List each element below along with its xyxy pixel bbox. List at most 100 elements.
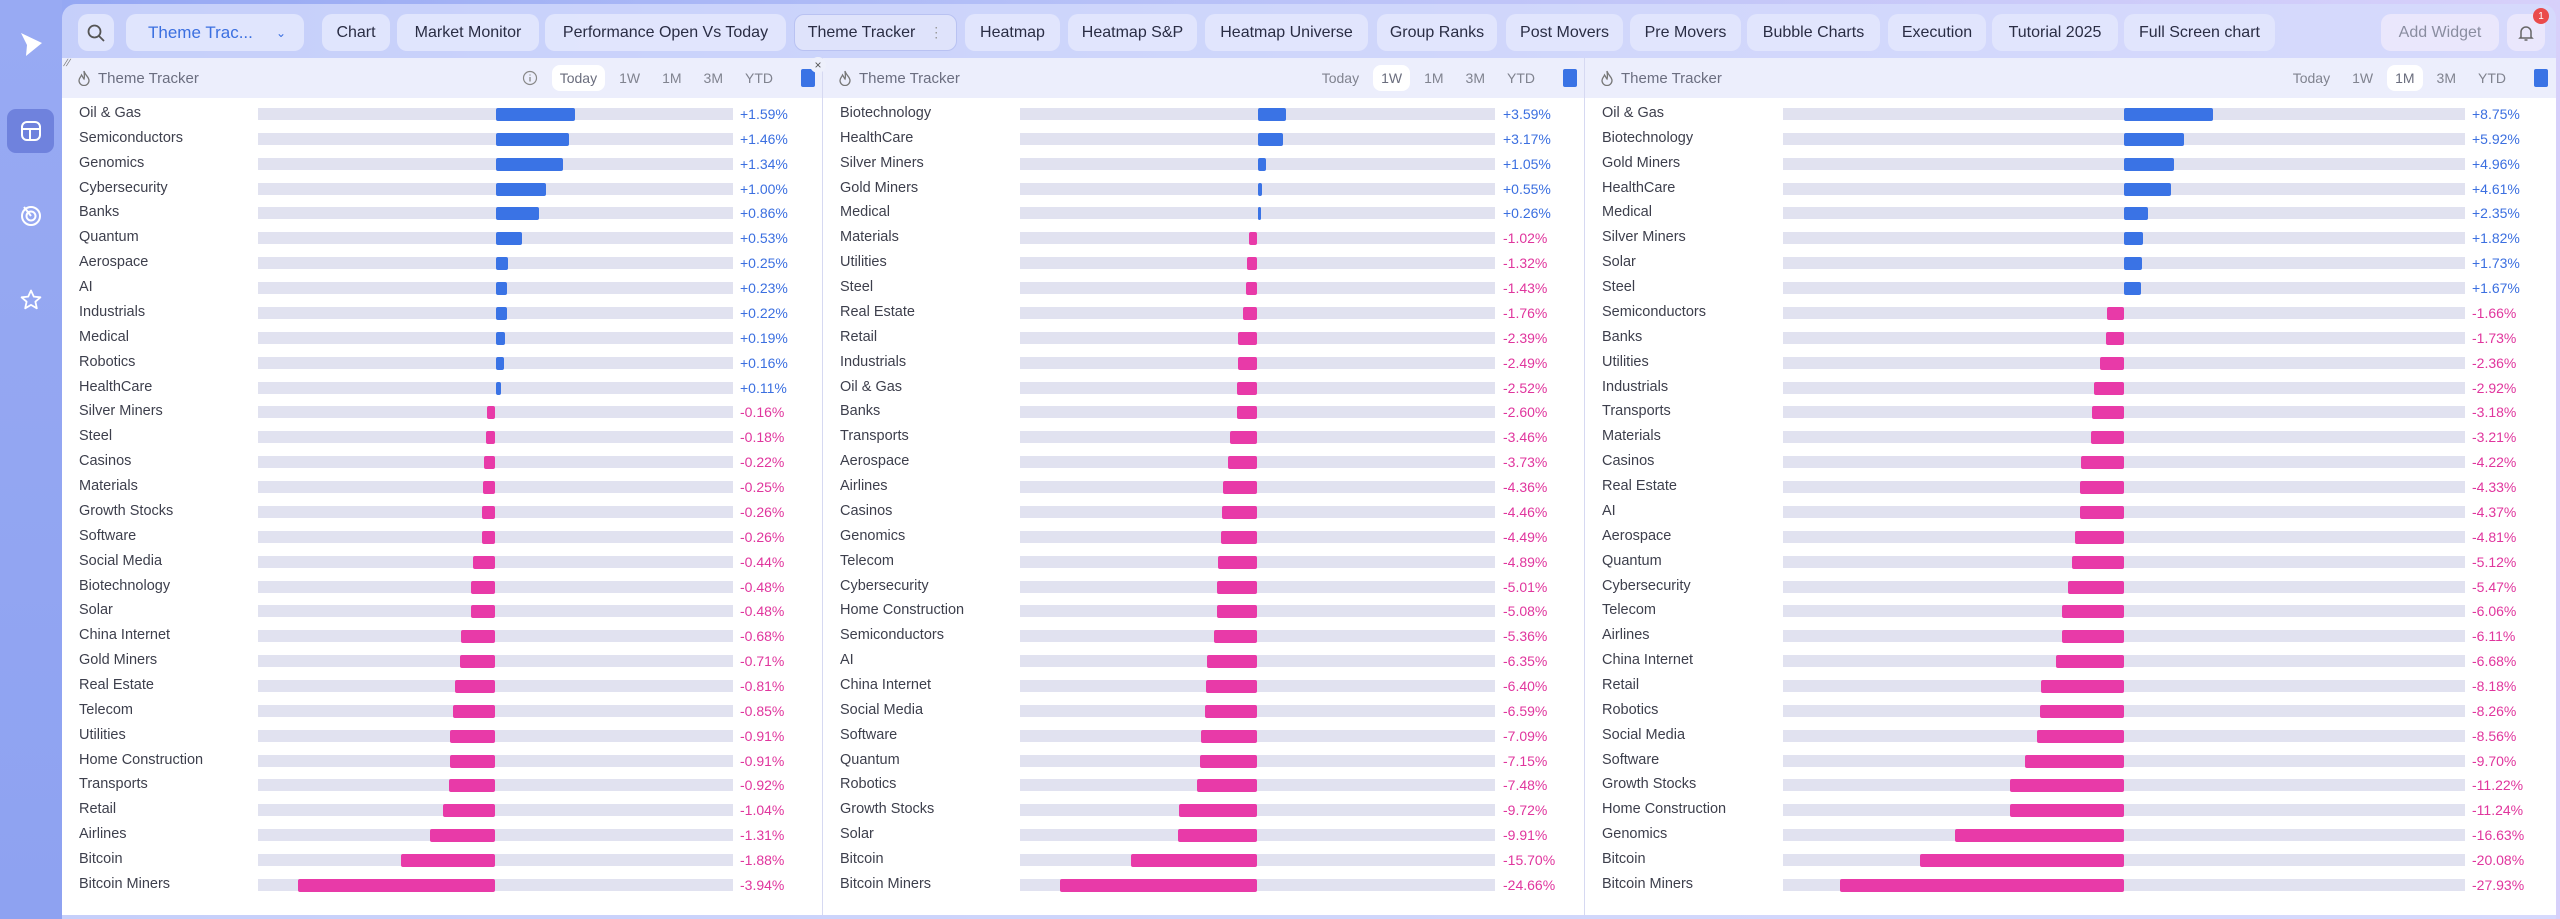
theme-row[interactable]: Gold Miners +4.96% [1585,152,2556,177]
tab-performance-open-vs-today[interactable]: Performance Open Vs Today [545,14,786,51]
theme-row[interactable]: Robotics +0.16% [62,351,823,376]
theme-row[interactable]: Gold Miners +0.55% [823,177,1585,202]
theme-row[interactable]: Real Estate -1.76% [823,301,1585,326]
theme-row[interactable]: Bitcoin Miners -24.66% [823,873,1585,898]
theme-row[interactable]: Silver Miners +1.82% [1585,226,2556,251]
theme-row[interactable]: Materials -1.02% [823,226,1585,251]
theme-row[interactable]: Semiconductors -5.36% [823,624,1585,649]
theme-row[interactable]: Aerospace -4.81% [1585,525,2556,550]
search-button[interactable] [78,14,114,51]
theme-row[interactable]: Medical +0.26% [823,201,1585,226]
period-ytd[interactable]: YTD [1507,70,1535,86]
theme-row[interactable]: Oil & Gas +8.75% [1585,102,2556,127]
theme-row[interactable]: Retail -8.18% [1585,674,2556,699]
period-today[interactable]: Today [2292,70,2331,86]
theme-row[interactable]: Growth Stocks -0.26% [62,500,823,525]
tab-heatmap[interactable]: Heatmap [965,14,1060,51]
theme-row[interactable]: Retail -2.39% [823,326,1585,351]
theme-row[interactable]: Bitcoin Miners -27.93% [1585,873,2556,898]
period-1m[interactable]: 1M [1424,70,1444,86]
tab-market-monitor[interactable]: Market Monitor [397,14,539,51]
logo-icon[interactable] [7,22,54,66]
theme-row[interactable]: Telecom -0.85% [62,699,823,724]
tab-full-screen-chart[interactable]: Full Screen chart [2124,14,2275,51]
color-link-square[interactable] [801,69,815,87]
theme-row[interactable]: Solar +1.73% [1585,251,2556,276]
theme-row[interactable]: Casinos -4.46% [823,500,1585,525]
theme-row[interactable]: Biotechnology +5.92% [1585,127,2556,152]
theme-row[interactable]: Home Construction -5.08% [823,599,1585,624]
theme-row[interactable]: Telecom -4.89% [823,550,1585,575]
theme-row[interactable]: Industrials -2.49% [823,351,1585,376]
theme-row[interactable]: Airlines -6.11% [1585,624,2556,649]
theme-row[interactable]: Transports -3.46% [823,425,1585,450]
theme-row[interactable]: Genomics -4.49% [823,525,1585,550]
theme-row[interactable]: Bitcoin Miners -3.94% [62,873,823,898]
period-ytd[interactable]: YTD [745,70,773,86]
theme-row[interactable]: Retail -1.04% [62,798,823,823]
theme-row[interactable]: Robotics -7.48% [823,773,1585,798]
close-icon[interactable]: × [810,57,826,73]
theme-row[interactable]: Genomics -16.63% [1585,823,2556,848]
theme-row[interactable]: Software -7.09% [823,724,1585,749]
theme-row[interactable]: Banks +0.86% [62,201,823,226]
theme-row[interactable]: China Internet -6.68% [1585,649,2556,674]
theme-row[interactable]: Solar -9.91% [823,823,1585,848]
theme-row[interactable]: Banks -1.73% [1585,326,2556,351]
theme-row[interactable]: Utilities -1.32% [823,251,1585,276]
radar-icon[interactable] [7,193,54,237]
theme-row[interactable]: Home Construction -0.91% [62,749,823,774]
panel-header[interactable]: Theme Tracker Today 1W 1M 3M YTD [1585,58,2556,98]
theme-row[interactable]: Silver Miners -0.16% [62,400,823,425]
notifications-button[interactable]: 1 [2507,8,2549,51]
theme-row[interactable]: Steel +1.67% [1585,276,2556,301]
theme-row[interactable]: Oil & Gas -2.52% [823,376,1585,401]
theme-row[interactable]: Steel -1.43% [823,276,1585,301]
tab-chart[interactable]: Chart [322,14,390,51]
period-1m[interactable]: 1M [662,70,682,86]
theme-row[interactable]: Aerospace -3.73% [823,450,1585,475]
info-icon[interactable] [522,70,538,86]
theme-row[interactable]: Oil & Gas +1.59% [62,102,823,127]
period-1m[interactable]: 1M [2387,65,2423,91]
theme-row[interactable]: AI -6.35% [823,649,1585,674]
theme-row[interactable]: Growth Stocks -11.22% [1585,773,2556,798]
theme-row[interactable]: Cybersecurity -5.01% [823,575,1585,600]
tab-execution[interactable]: Execution [1888,14,1986,51]
theme-row[interactable]: Airlines -4.36% [823,475,1585,500]
theme-row[interactable]: Airlines -1.31% [62,823,823,848]
tab-pre-movers[interactable]: Pre Movers [1630,14,1741,51]
tab-theme-tracker[interactable]: Theme Tracker ⋮ [794,14,957,51]
dashboard-select[interactable]: Theme Trac... ⌄ [126,14,304,51]
theme-row[interactable]: Genomics +1.34% [62,152,823,177]
theme-row[interactable]: Quantum -5.12% [1585,550,2556,575]
theme-row[interactable]: Semiconductors -1.66% [1585,301,2556,326]
theme-row[interactable]: Real Estate -0.81% [62,674,823,699]
theme-row[interactable]: HealthCare +4.61% [1585,177,2556,202]
tab-group-ranks[interactable]: Group Ranks [1377,14,1497,51]
theme-row[interactable]: Casinos -0.22% [62,450,823,475]
theme-row[interactable]: Quantum -7.15% [823,749,1585,774]
theme-row[interactable]: Cybersecurity +1.00% [62,177,823,202]
theme-row[interactable]: Home Construction -11.24% [1585,798,2556,823]
panel-header[interactable]: Theme Tracker Today 1W 1M 3M YTD [62,58,823,98]
theme-row[interactable]: China Internet -6.40% [823,674,1585,699]
tab-bubble-charts[interactable]: Bubble Charts [1747,14,1880,51]
theme-row[interactable]: AI -4.37% [1585,500,2556,525]
panel-divider[interactable] [1584,58,1585,915]
theme-row[interactable]: HealthCare +0.11% [62,376,823,401]
tab-post-movers[interactable]: Post Movers [1506,14,1623,51]
theme-row[interactable]: Gold Miners -0.71% [62,649,823,674]
theme-row[interactable]: Telecom -6.06% [1585,599,2556,624]
panel-divider[interactable] [822,58,823,915]
theme-row[interactable]: Biotechnology -0.48% [62,575,823,600]
theme-row[interactable]: China Internet -0.68% [62,624,823,649]
theme-row[interactable]: Steel -0.18% [62,425,823,450]
color-link-square[interactable] [2534,69,2548,87]
theme-row[interactable]: Semiconductors +1.46% [62,127,823,152]
dashboard-icon[interactable] [7,109,54,153]
theme-row[interactable]: Utilities -2.36% [1585,351,2556,376]
theme-row[interactable]: Transports -0.92% [62,773,823,798]
theme-row[interactable]: Social Media -0.44% [62,550,823,575]
theme-row[interactable]: Banks -2.60% [823,400,1585,425]
